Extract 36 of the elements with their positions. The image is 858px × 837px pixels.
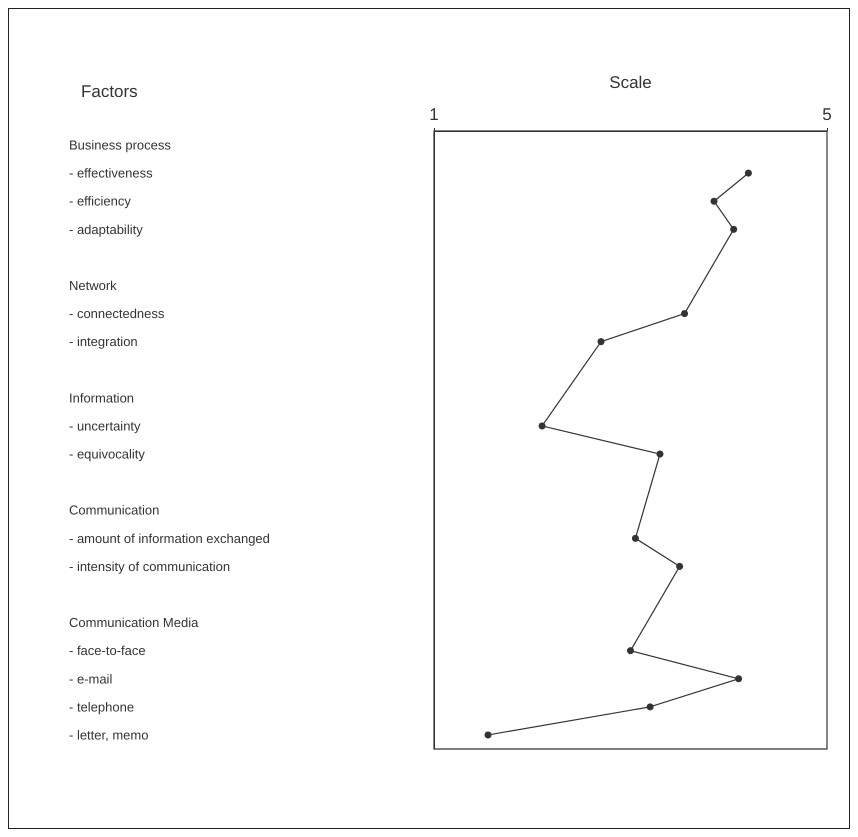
x2-axis-title: Scale — [609, 73, 652, 92]
x2-tick-label: 5 — [822, 105, 832, 124]
y-tick-label: - face-to-face — [69, 643, 146, 658]
point — [710, 198, 718, 205]
y-tick-label: Communication Media — [69, 615, 200, 630]
y-tick-label: Communication — [69, 502, 160, 518]
point — [744, 170, 752, 177]
point — [632, 534, 639, 542]
point — [646, 703, 654, 710]
frame: Factors Scale Business process - effectiveness - efficiency - adaptability Network - connectedness - integration Information - uncertainty - equivocality Communication - amount of information exchanged - intensity of communication Communication Media - face-to-face - e-mail - telephone - letter, memo 1 5 — [8, 8, 850, 829]
y-tick-label: - intensity of communication — [69, 558, 230, 574]
y-tick-label: - adaptability — [69, 222, 144, 237]
y-tick-label: - effectiveness — [69, 166, 154, 181]
y-tick-label: - uncertainty — [69, 418, 142, 434]
point — [681, 310, 688, 318]
point — [538, 422, 546, 430]
x2-tick-label: 1 — [429, 105, 439, 124]
y-tick-label: Information — [69, 390, 134, 406]
y-tick-label: - integration — [69, 334, 138, 350]
y-tick-label: - equivocality — [69, 446, 146, 462]
y-tick-label: - telephone — [69, 699, 134, 714]
y-tick-label: - e-mail — [69, 671, 112, 686]
point — [598, 338, 605, 346]
y-tick-label: - letter, memo — [69, 727, 148, 742]
point — [676, 562, 684, 570]
y-tick-label: Network — [69, 278, 118, 293]
point — [484, 731, 492, 738]
y-tick-label: Business process — [69, 138, 172, 153]
point — [730, 226, 738, 233]
y-tick-label: - connectedness — [69, 306, 165, 322]
point — [627, 647, 634, 654]
y-tick-label: - amount of information exchanged — [69, 530, 270, 546]
point — [656, 450, 664, 458]
point — [735, 675, 742, 682]
y-tick-label: - efficiency — [69, 194, 132, 209]
y-axis-title: Factors — [81, 82, 138, 101]
